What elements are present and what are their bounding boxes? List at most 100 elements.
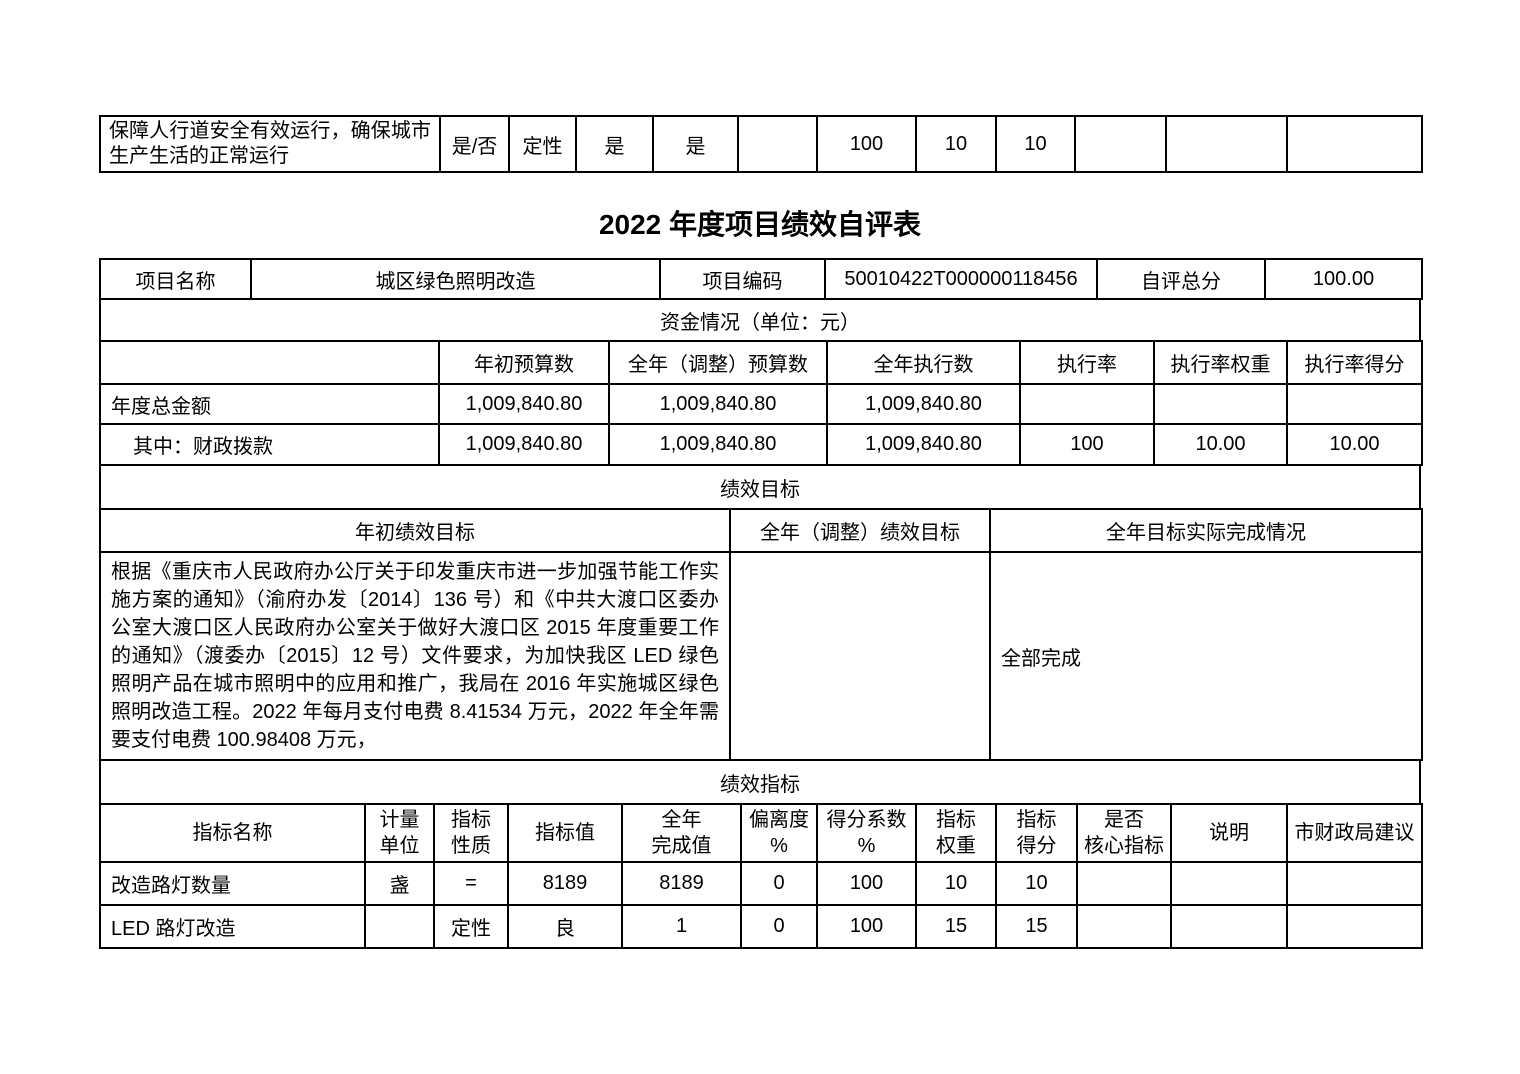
goals-table: 年初绩效目标 全年（调整）绩效目标 全年目标实际完成情况 根据《重庆市人民政府办… (99, 508, 1423, 761)
indicator-cell (1170, 904, 1288, 949)
indicator-cell: 定性 (433, 904, 509, 949)
goals-section-banner-table: 绩效目标 (99, 464, 1421, 510)
indicators-header-completed: 全年 完成值 (621, 803, 742, 863)
indicator-name: 改造路灯数量 (99, 861, 366, 906)
goals-section-row: 绩效目标 (99, 464, 1421, 510)
indicator-cell: = (433, 861, 509, 906)
indicators-header-target: 指标值 (507, 803, 623, 863)
indicators-header-score: 指标 得分 (995, 803, 1078, 863)
funding-header-empty (99, 340, 440, 385)
goals-header-adjusted: 全年（调整）绩效目标 (729, 508, 991, 553)
indicator-cell: 15 (995, 904, 1078, 949)
carryover-cell: 10 (995, 115, 1076, 173)
project-code-value: 50010422T000000118456 (824, 258, 1098, 300)
indicator-cell (364, 904, 435, 949)
funding-cell: 1,009,840.80 (826, 383, 1021, 425)
indicator-name: LED 路灯改造 (99, 904, 366, 949)
indicators-header-note: 说明 (1170, 803, 1288, 863)
carryover-cell: 是 (652, 115, 739, 173)
indicator-cell: 8189 (621, 861, 742, 906)
carryover-cell (1286, 115, 1423, 173)
project-info-row: 项目名称 城区绿色照明改造 项目编码 50010422T000000118456… (99, 258, 1423, 300)
actual-completion-text: 全部完成 (989, 551, 1423, 761)
funding-cell: 1,009,840.80 (438, 383, 610, 425)
indicators-table: 指标名称 计量 单位 指标 性质 指标值 全年 完成值 偏离度 % 得分系数 %… (99, 803, 1423, 949)
carryover-indicator-name-cell: 保障人行道安全有效运行，确保城市生产生活的正常运行 (99, 115, 441, 173)
indicator-cell: 100 (816, 861, 917, 906)
indicator-row: 改造路灯数量 盏 = 8189 8189 0 100 10 10 (99, 861, 1423, 906)
self-score-value: 100.00 (1264, 258, 1423, 300)
indicators-header-deviation: 偏离度 % (740, 803, 818, 863)
goals-content-row: 根据《重庆市人民政府办公厅关于印发重庆市进一步加强节能工作实施方案的通知》（渝府… (99, 551, 1423, 761)
indicator-cell: 10 (915, 861, 997, 906)
self-score-label: 自评总分 (1096, 258, 1266, 300)
project-name-value: 城区绿色照明改造 (250, 258, 661, 300)
funding-row-fiscal: 其中：财政拨款 1,009,840.80 1,009,840.80 1,009,… (99, 423, 1423, 466)
funding-header-adjusted-budget: 全年（调整）预算数 (608, 340, 828, 385)
indicators-header-score-coef: 得分系数 % (816, 803, 917, 863)
funding-cell: 10.00 (1286, 423, 1423, 466)
carryover-cell (1165, 115, 1288, 173)
indicators-section-row: 绩效指标 (99, 759, 1421, 805)
funding-cell: 1,009,840.80 (608, 383, 828, 425)
funding-header-rate-score: 执行率得分 (1286, 340, 1423, 385)
funding-cell (1019, 383, 1155, 425)
funding-header-initial-budget: 年初预算数 (438, 340, 610, 385)
funding-header-executed: 全年执行数 (826, 340, 1021, 385)
funding-cell (1286, 383, 1423, 425)
goals-header-row: 年初绩效目标 全年（调整）绩效目标 全年目标实际完成情况 (99, 508, 1423, 553)
indicator-cell (1076, 861, 1172, 906)
indicator-cell: 1 (621, 904, 742, 949)
funding-header-execution-rate: 执行率 (1019, 340, 1155, 385)
funding-header-rate-weight: 执行率权重 (1153, 340, 1288, 385)
carryover-cell: 是 (575, 115, 654, 173)
carryover-cell (737, 115, 818, 173)
self-evaluation-table: 项目名称 城区绿色照明改造 项目编码 50010422T000000118456… (99, 258, 1423, 949)
indicator-cell: 100 (816, 904, 917, 949)
indicators-section-title: 绩效指标 (99, 759, 1421, 805)
project-info-table: 项目名称 城区绿色照明改造 项目编码 50010422T000000118456… (99, 258, 1423, 300)
indicator-cell: 8189 (507, 861, 623, 906)
funding-cell: 100 (1019, 423, 1155, 466)
project-name-label: 项目名称 (99, 258, 252, 300)
indicator-cell: 良 (507, 904, 623, 949)
indicators-header-finance-advice: 市财政局建议 (1286, 803, 1423, 863)
funding-table: 年初预算数 全年（调整）预算数 全年执行数 执行率 执行率权重 执行率得分 年度… (99, 340, 1423, 466)
indicator-cell: 盏 (364, 861, 435, 906)
funding-cell: 1,009,840.80 (826, 423, 1021, 466)
indicator-row: LED 路灯改造 定性 良 1 0 100 15 15 (99, 904, 1423, 949)
funding-row-total: 年度总金额 1,009,840.80 1,009,840.80 1,009,84… (99, 383, 1423, 425)
indicators-section-banner-table: 绩效指标 (99, 759, 1421, 805)
carryover-cell (1074, 115, 1167, 173)
indicator-cell (1076, 904, 1172, 949)
page-title: 2022 年度项目绩效自评表 (598, 209, 922, 240)
indicators-header-name: 指标名称 (99, 803, 366, 863)
indicator-cell (1170, 861, 1288, 906)
funding-row-label: 其中：财政拨款 (99, 423, 440, 466)
carryover-table: 保障人行道安全有效运行，确保城市生产生活的正常运行 是/否 定性 是 是 100… (99, 115, 1423, 173)
adjusted-goal-text (729, 551, 991, 761)
carryover-cell: 100 (816, 115, 917, 173)
indicators-header-row: 指标名称 计量 单位 指标 性质 指标值 全年 完成值 偏离度 % 得分系数 %… (99, 803, 1423, 863)
carryover-cell: 定性 (508, 115, 577, 173)
goals-header-initial: 年初绩效目标 (99, 508, 731, 553)
indicator-cell: 10 (995, 861, 1078, 906)
indicator-cell: 0 (740, 861, 818, 906)
funding-cell: 1,009,840.80 (608, 423, 828, 466)
funding-section-banner-table: 资金情况（单位：元） (99, 298, 1421, 342)
indicators-header-weight: 指标 权重 (915, 803, 997, 863)
indicators-header-unit: 计量 单位 (364, 803, 435, 863)
indicator-cell (1286, 861, 1423, 906)
project-code-label: 项目编码 (659, 258, 826, 300)
initial-goal-text: 根据《重庆市人民政府办公厅关于印发重庆市进一步加强节能工作实施方案的通知》（渝府… (99, 551, 731, 761)
carryover-row: 保障人行道安全有效运行，确保城市生产生活的正常运行 是/否 定性 是 是 100… (99, 115, 1423, 173)
indicator-cell: 0 (740, 904, 818, 949)
carryover-cell: 是/否 (439, 115, 510, 173)
indicators-header-core: 是否 核心指标 (1076, 803, 1172, 863)
funding-cell (1153, 383, 1288, 425)
goals-section-title: 绩效目标 (99, 464, 1421, 510)
funding-cell: 1,009,840.80 (438, 423, 610, 466)
indicator-cell (1286, 904, 1423, 949)
funding-row-label: 年度总金额 (99, 383, 440, 425)
